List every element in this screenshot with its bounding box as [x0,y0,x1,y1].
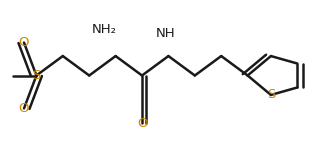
Text: S: S [32,69,41,82]
Text: S: S [267,88,275,101]
Text: NH: NH [155,27,175,40]
Text: NH₂: NH₂ [92,23,117,36]
Text: O: O [19,36,29,49]
Text: O: O [19,102,29,115]
Text: O: O [137,117,147,130]
